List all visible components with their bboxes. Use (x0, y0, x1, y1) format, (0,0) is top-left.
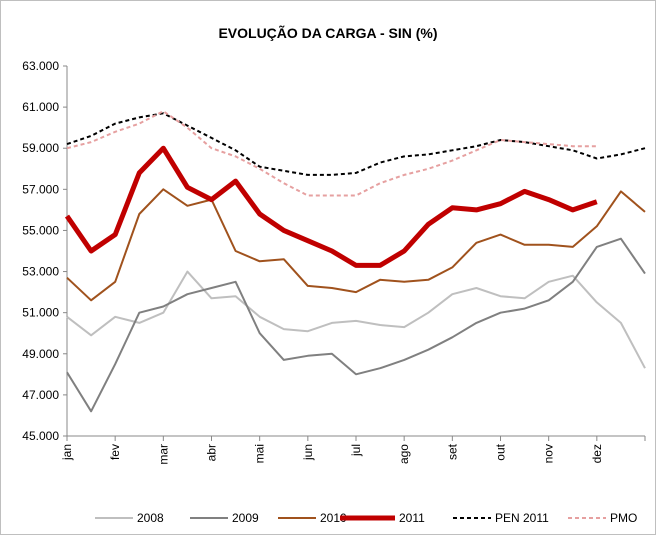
y-tick-label: 55.000 (22, 223, 59, 237)
x-tick-label: jul (349, 444, 363, 457)
y-tick-label: 49.000 (22, 347, 59, 361)
y-tick-label: 51.000 (22, 306, 59, 320)
series-line (64, 145, 598, 268)
series-line (66, 112, 646, 176)
legend-label: 2011 (399, 511, 425, 525)
y-tick-label: 63.000 (22, 59, 59, 73)
series-line (66, 270, 646, 369)
x-tick-label: fev (108, 444, 122, 460)
series-line (66, 188, 646, 302)
legend-label: 2009 (232, 511, 259, 525)
x-tick-label: nov (542, 444, 556, 463)
series-line (66, 237, 646, 413)
y-tick-label: 57.000 (22, 182, 59, 196)
x-tick-label: jun (301, 444, 315, 461)
x-tick-label: mai (253, 444, 267, 463)
y-tick-label: 61.000 (22, 100, 59, 114)
y-tick-label: 47.000 (22, 388, 59, 402)
legend-label: PEN 2011 (495, 511, 549, 525)
x-tick-label: jan (60, 444, 74, 461)
x-tick-label: out (494, 443, 508, 460)
series-line (66, 110, 597, 197)
y-tick-label: 59.000 (22, 141, 59, 155)
legend-label: PMO (610, 511, 637, 525)
x-tick-label: abr (205, 444, 219, 461)
y-tick-label: 53.000 (22, 265, 59, 279)
chart-title: EVOLUÇÃO DA CARGA - SIN (%) (218, 24, 437, 41)
x-tick-label: dez (590, 444, 604, 463)
y-tick-label: 45.000 (22, 429, 59, 443)
x-tick-label: set (445, 443, 459, 460)
x-tick-label: ago (397, 444, 411, 464)
x-tick-label: mar (156, 444, 170, 465)
legend-label: 2008 (137, 511, 164, 525)
legend-label: 2010 (320, 511, 347, 525)
